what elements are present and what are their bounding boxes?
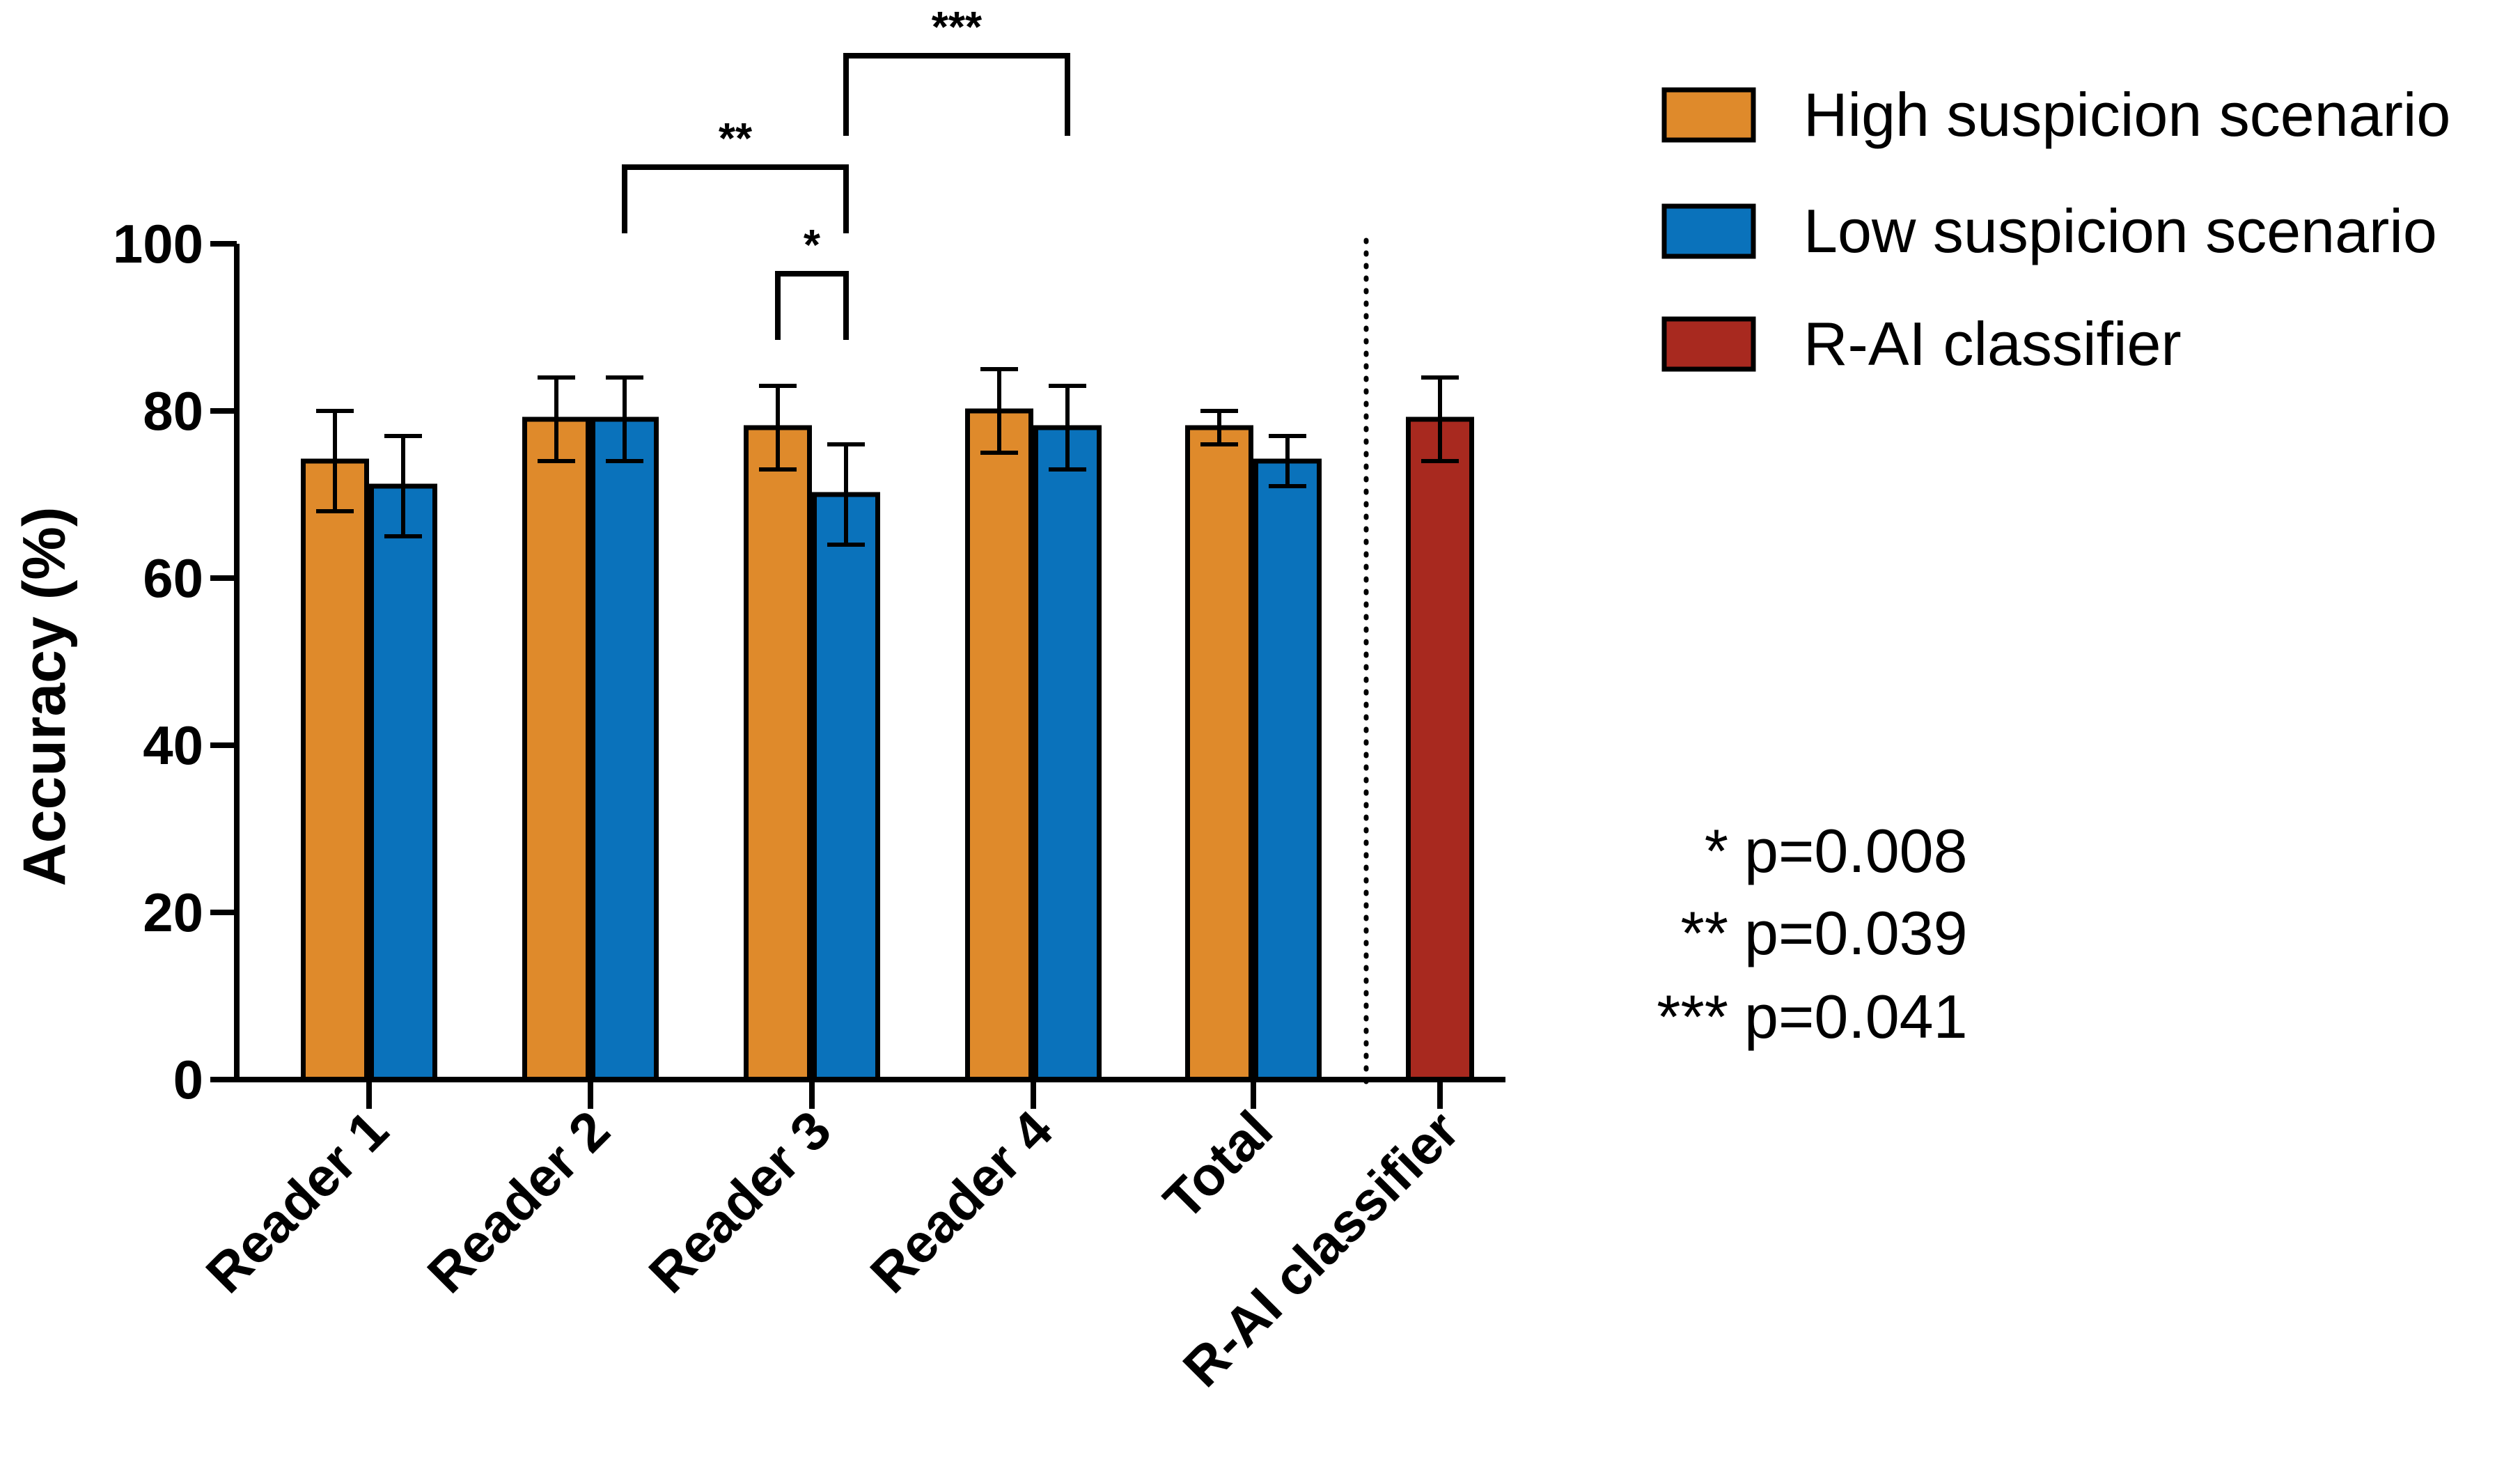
significance-bracket-2: ** <box>622 115 849 233</box>
significance-bracket-2-label: ** <box>719 115 753 163</box>
legend-label: High suspicion scenario <box>1803 80 2450 149</box>
p-value-note-3: *** p=0.041 <box>1657 982 1967 1051</box>
significance-bracket-1: * <box>775 221 849 340</box>
y-tick-label: 100 <box>113 213 203 274</box>
bar-reader-1-series-2 <box>369 483 437 1082</box>
bar-reader-3-series-2 <box>812 492 880 1082</box>
significance-bracket-1-label: * <box>804 221 821 270</box>
error-bar-total-series-2 <box>1269 434 1306 488</box>
bar-reader-4-series-2 <box>1033 425 1102 1082</box>
y-tick-label: 0 <box>173 1049 203 1110</box>
error-bar-reader-4-series-1 <box>980 367 1018 455</box>
error-bar-r-ai-classifier-series-3 <box>1421 375 1459 463</box>
error-bar-reader-4-series-2 <box>1049 384 1086 472</box>
significance-bracket-3-label: *** <box>932 3 983 52</box>
bar-reader-1-series-1 <box>301 458 369 1082</box>
significance-group: ****** <box>622 3 1070 340</box>
legend-label: R-AI classifier <box>1803 309 2182 378</box>
legend-swatch <box>1661 203 1756 259</box>
p-value-text: p=0.041 <box>1744 982 1968 1051</box>
y-axis-label: Accuracy (%) <box>11 507 78 887</box>
bar-reader-4-series-1 <box>965 408 1033 1082</box>
bar-total-series-2 <box>1253 458 1322 1082</box>
p-value-stars: *** <box>1657 982 1728 1051</box>
p-value-text: p=0.039 <box>1744 898 1968 967</box>
p-value-note-1: * p=0.008 <box>1705 816 1968 885</box>
error-bars-group <box>316 367 1459 547</box>
y-tick-label: 40 <box>143 715 203 776</box>
bar-r-ai-classifier-series-3 <box>1406 417 1474 1082</box>
bars-group <box>301 408 1474 1082</box>
legend-swatch <box>1661 316 1756 372</box>
bar-total-series-1 <box>1185 425 1253 1082</box>
y-tick-label: 20 <box>143 882 203 943</box>
x-tick-label: Total <box>1152 1099 1284 1231</box>
error-bar-reader-2-series-2 <box>606 375 643 463</box>
legend-item-1: High suspicion scenario <box>1661 80 2450 149</box>
legend-label: Low suspicion scenario <box>1803 196 2437 265</box>
significance-bracket-3: *** <box>843 3 1070 136</box>
legend-item-2: Low suspicion scenario <box>1661 196 2437 265</box>
p-value-stars: * <box>1705 816 1728 885</box>
p-value-stars: ** <box>1681 898 1729 967</box>
error-bar-reader-3-series-2 <box>827 442 865 547</box>
x-tick-label: Reader 3 <box>637 1099 843 1305</box>
significance-bracket-1-line <box>775 271 849 340</box>
error-bar-reader-3-series-1 <box>759 384 797 472</box>
p-value-note-2: ** p=0.039 <box>1681 898 1968 967</box>
bar-reader-2-series-1 <box>522 417 590 1082</box>
p-value-text: p=0.008 <box>1744 816 1968 885</box>
x-tick-label: Reader 2 <box>416 1099 621 1305</box>
legend-item-3: R-AI classifier <box>1661 309 2182 378</box>
legend: High suspicion scenario Low suspicion sce… <box>1661 80 2450 378</box>
significance-bracket-2-line <box>622 164 849 233</box>
error-bar-reader-2-series-1 <box>538 375 575 463</box>
x-tick-label: Reader 1 <box>194 1099 400 1305</box>
error-bar-reader-1-series-1 <box>316 409 354 513</box>
bar-reader-2-series-2 <box>590 417 659 1082</box>
p-value-notes: * p=0.008** p=0.039*** p=0.041 <box>1657 816 1967 1051</box>
error-bar-total-series-1 <box>1200 409 1238 446</box>
y-tick-label: 60 <box>143 547 203 609</box>
error-bar-reader-1-series-2 <box>384 434 422 538</box>
legend-swatch <box>1661 87 1756 143</box>
significance-bracket-3-line <box>843 53 1070 136</box>
bar-reader-3-series-1 <box>744 425 812 1082</box>
x-tick-label: Reader 4 <box>859 1099 1064 1305</box>
y-tick-label: 80 <box>143 380 203 442</box>
